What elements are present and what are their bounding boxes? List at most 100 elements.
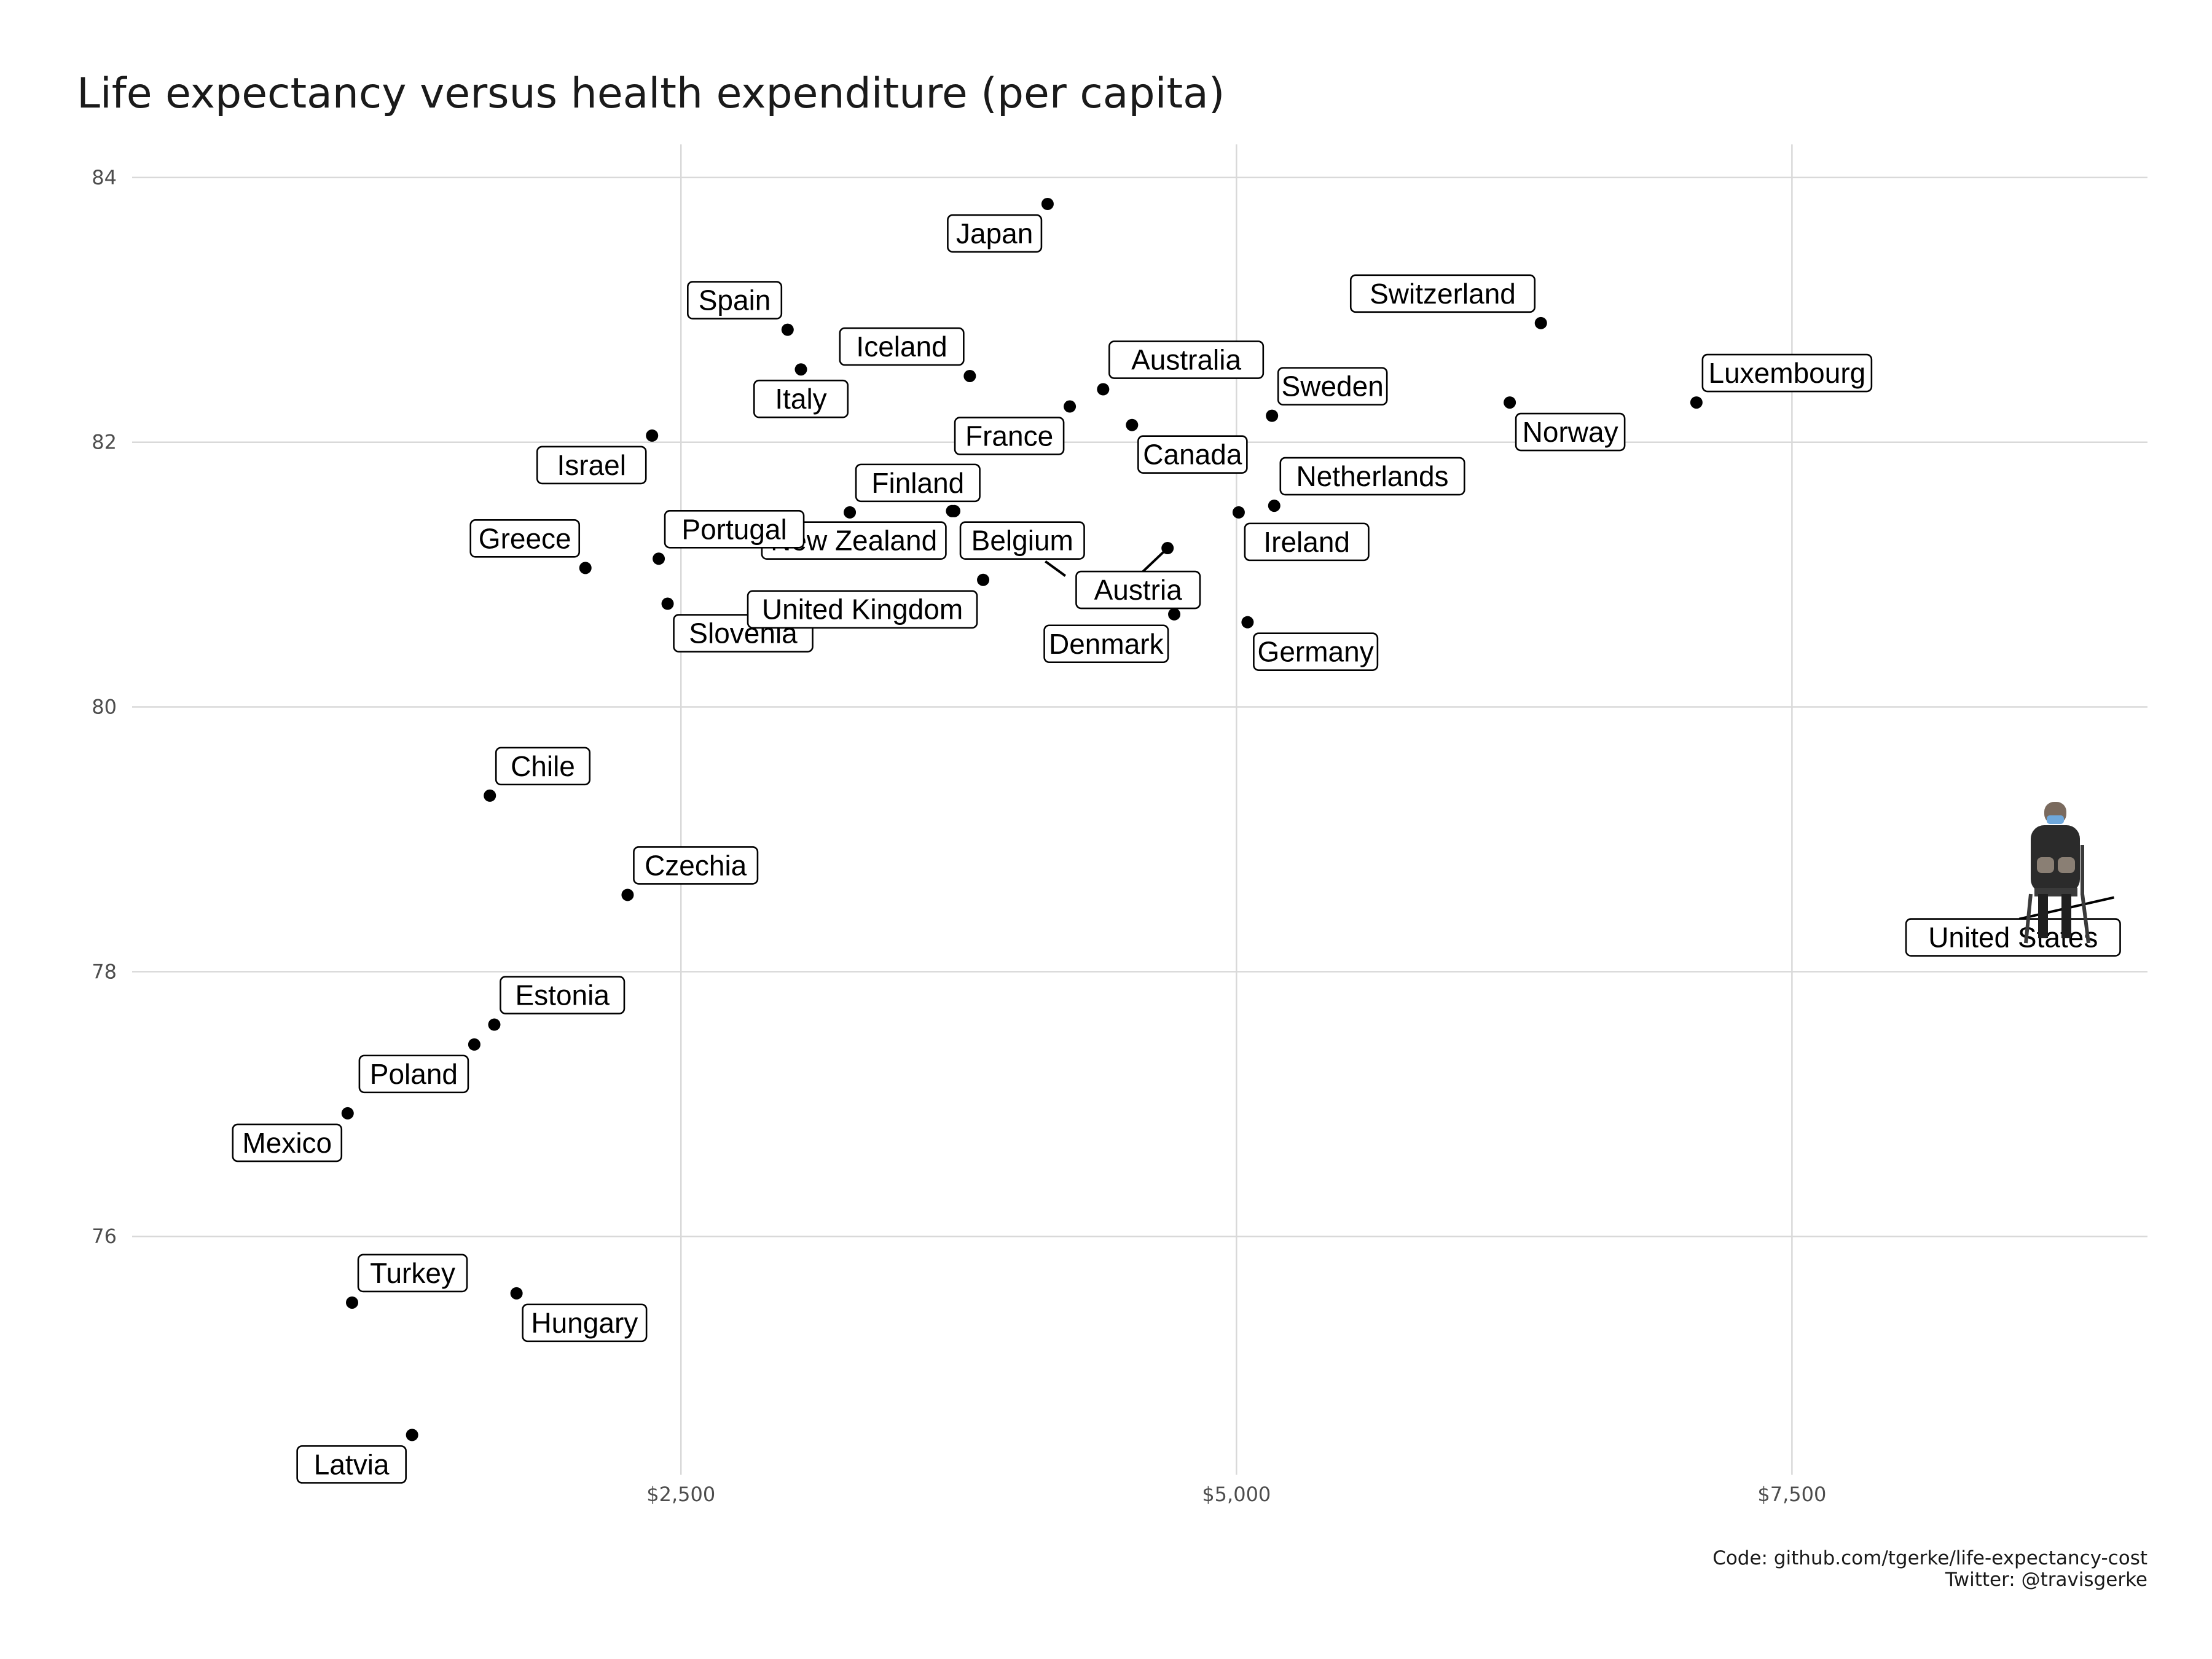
point-label: Turkey bbox=[357, 1253, 468, 1293]
data-point bbox=[468, 1038, 480, 1051]
data-point bbox=[661, 597, 674, 610]
figure-coat bbox=[2031, 825, 2080, 893]
point-label-text: Iceland bbox=[856, 331, 947, 363]
x-tick-label: $2,500 bbox=[646, 1483, 715, 1506]
point-label: Iceland bbox=[839, 327, 965, 366]
point-label-box bbox=[296, 1445, 407, 1484]
caption-twitter: Twitter: @travisgerke bbox=[1945, 1569, 2147, 1591]
y-tick-label: 82 bbox=[92, 431, 117, 454]
point-label-text: France bbox=[965, 420, 1053, 452]
x-tick-label: $5,000 bbox=[1202, 1483, 1271, 1506]
point-label-text: Czechia bbox=[645, 849, 747, 881]
data-point bbox=[510, 1287, 523, 1300]
chair-leg-right bbox=[2081, 893, 2090, 944]
data-point bbox=[794, 363, 807, 376]
point-label-box bbox=[1349, 274, 1536, 313]
point-label-text: Belgium bbox=[971, 525, 1073, 557]
point-label: Netherlands bbox=[1279, 457, 1465, 496]
point-label-box bbox=[232, 1123, 343, 1163]
data-point bbox=[621, 888, 634, 901]
point-label: Ireland bbox=[1244, 522, 1370, 562]
point-label-text: Finland bbox=[871, 467, 964, 499]
point-label-text: Israel bbox=[557, 449, 626, 481]
point-label-text: Poland bbox=[370, 1058, 458, 1090]
point-label-box bbox=[633, 846, 759, 885]
point-label-text: Austria bbox=[1094, 574, 1183, 606]
point-label-box bbox=[1253, 632, 1379, 671]
figure-leg-right bbox=[2061, 894, 2071, 938]
point-label-text: Turkey bbox=[370, 1257, 455, 1289]
point-label-text: Canada bbox=[1143, 439, 1242, 471]
point-label: United Kingdom bbox=[747, 590, 978, 629]
point-label-text: Australia bbox=[1131, 344, 1241, 376]
point-label: Portugal bbox=[664, 509, 805, 549]
point-label-box bbox=[954, 417, 1065, 455]
data-point bbox=[1241, 616, 1254, 629]
data-point bbox=[346, 1296, 359, 1309]
figure-leg-left bbox=[2038, 894, 2048, 938]
point-label-box bbox=[959, 521, 1085, 560]
point-label-box bbox=[687, 281, 783, 320]
point-label-text: Italy bbox=[775, 383, 826, 415]
point-label-box bbox=[357, 1253, 468, 1293]
point-label-text: Ireland bbox=[1263, 526, 1350, 558]
point-label-text: Portugal bbox=[681, 513, 786, 545]
data-point bbox=[1041, 197, 1054, 210]
point-labels: Japan Spain Italy Iceland Australia France Can… bbox=[232, 214, 2121, 1484]
chart-title: Life expectancy versus health expenditur… bbox=[77, 69, 1225, 118]
data-point bbox=[488, 1018, 501, 1031]
point-label: Belgium bbox=[959, 521, 1085, 560]
point-label-box bbox=[500, 976, 626, 1014]
data-point bbox=[406, 1429, 418, 1441]
data-point bbox=[1161, 542, 1174, 555]
point-label-text: Chile bbox=[511, 750, 575, 782]
caption-code: Code: github.com/tgerke/life-expectancy-… bbox=[1712, 1547, 2147, 1569]
x-tick-label: $7,500 bbox=[1757, 1483, 1826, 1506]
y-tick-label: 76 bbox=[92, 1225, 117, 1248]
point-label: France bbox=[954, 417, 1065, 455]
point-label-box bbox=[747, 590, 978, 629]
point-label: Italy bbox=[753, 379, 849, 418]
point-label: Estonia bbox=[500, 976, 626, 1014]
figure-mask bbox=[2047, 815, 2064, 824]
point-label-box bbox=[469, 519, 581, 558]
data-point bbox=[1232, 506, 1245, 519]
point-label: Switzerland bbox=[1349, 274, 1536, 313]
point-label: Germany bbox=[1253, 632, 1379, 671]
data-point bbox=[1268, 500, 1281, 512]
point-label-text: Sweden bbox=[1282, 371, 1384, 402]
point-label-text: Greece bbox=[479, 522, 571, 554]
point-label: Hungary bbox=[522, 1303, 648, 1343]
point-label-box bbox=[522, 1303, 648, 1343]
data-point bbox=[963, 369, 976, 382]
point-label: Spain bbox=[687, 281, 783, 320]
data-point bbox=[579, 562, 592, 575]
point-label: Finland bbox=[855, 463, 981, 503]
data-point bbox=[948, 504, 961, 517]
point-label: New Zealand bbox=[761, 521, 947, 560]
point-label-text: United Kingdom bbox=[762, 594, 963, 626]
point-label-box bbox=[753, 379, 849, 418]
point-label-box bbox=[947, 214, 1043, 253]
axis-ticks: 76 78 80 82 84 $2,500 $5,000 $7,500 bbox=[92, 166, 1826, 1506]
figure-mitten-right bbox=[2058, 857, 2075, 873]
point-label-text: Germany bbox=[1258, 636, 1374, 668]
point-label-box bbox=[495, 747, 591, 786]
data-point bbox=[1097, 383, 1110, 396]
point-label-box bbox=[839, 327, 965, 366]
point-label-box bbox=[1108, 340, 1265, 379]
point-label-text: Luxembourg bbox=[1709, 357, 1866, 389]
data-point bbox=[1690, 396, 1703, 409]
point-label: Greece bbox=[469, 519, 581, 558]
data-points bbox=[341, 197, 1703, 1441]
point-label-box bbox=[1075, 570, 1201, 610]
point-label: Chile bbox=[495, 747, 591, 786]
y-tick-label: 78 bbox=[92, 960, 117, 983]
point-label-box bbox=[664, 509, 805, 549]
point-label: Japan bbox=[947, 214, 1043, 253]
point-label: Australia bbox=[1108, 340, 1265, 379]
label-connector bbox=[1045, 560, 1067, 577]
figure-mitten-left bbox=[2037, 857, 2054, 873]
